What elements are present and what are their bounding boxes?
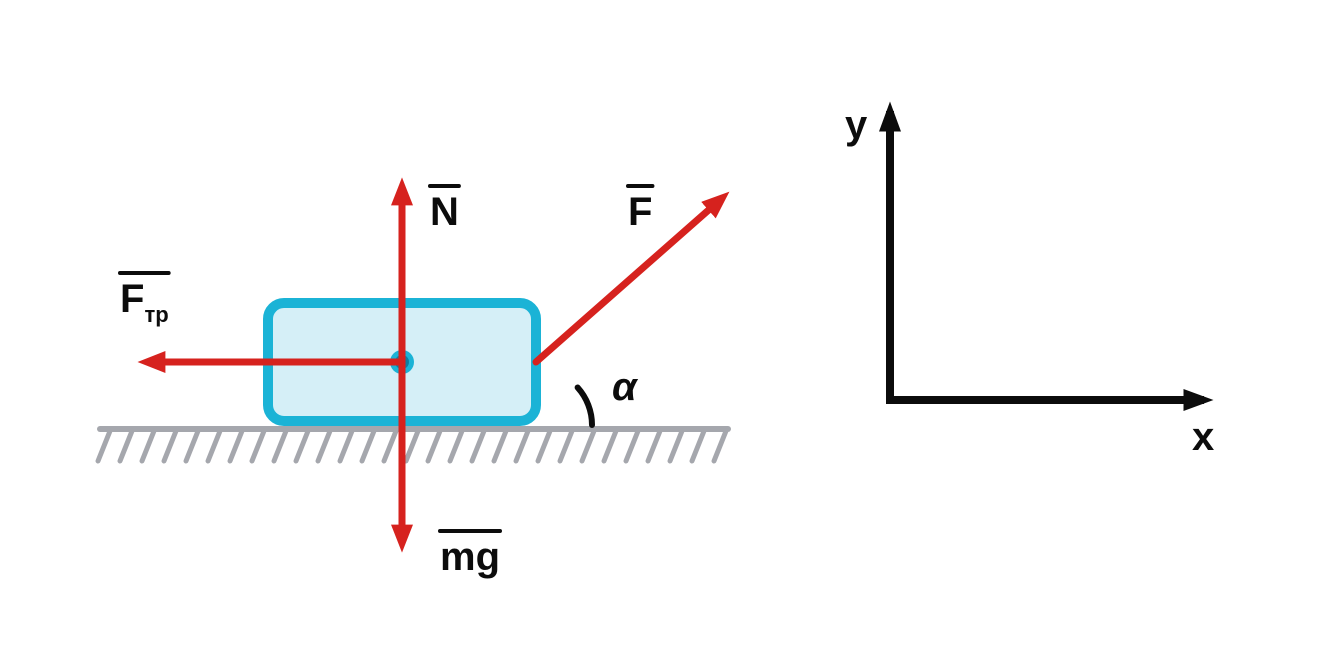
ground-hatch [494, 431, 506, 461]
ground-hatch [604, 431, 616, 461]
ground-hatch [428, 431, 440, 461]
ground-hatch [318, 431, 330, 461]
ground-hatch [714, 431, 726, 461]
ground-hatch [208, 431, 220, 461]
label-Ftr-text: Fтр [120, 277, 169, 327]
label-Ftr: Fтр [120, 273, 169, 327]
label-axis-y: y [845, 103, 868, 147]
ground-hatch [274, 431, 286, 461]
ground-hatch [560, 431, 572, 461]
ground-hatch [296, 431, 308, 461]
ground-hatch [692, 431, 704, 461]
ground-hatch [648, 431, 660, 461]
ground-hatch [626, 431, 638, 461]
ground-hatch [252, 431, 264, 461]
label-N: N [430, 186, 459, 234]
ground-hatch [362, 431, 374, 461]
ground-hatch [230, 431, 242, 461]
ground-hatch [98, 431, 110, 461]
ground-hatch [384, 431, 396, 461]
ground-hatch [406, 431, 418, 461]
label-mg-text: mg [440, 535, 500, 579]
ground-hatch [450, 431, 462, 461]
label-F-text: F [628, 190, 652, 234]
angle-arc [578, 388, 592, 425]
ground-hatch [142, 431, 154, 461]
label-F: F [628, 186, 652, 234]
label-axis-x: x [1192, 415, 1214, 459]
ground-hatch [670, 431, 682, 461]
ground-hatch [164, 431, 176, 461]
label-N-text: N [430, 190, 459, 234]
ground-hatch [340, 431, 352, 461]
ground-hatch [120, 431, 132, 461]
label-alpha: α [612, 365, 639, 409]
label-mg: mg [440, 531, 500, 579]
ground-hatch [186, 431, 198, 461]
ground-hatch [472, 431, 484, 461]
ground-hatch [582, 431, 594, 461]
ground-hatch [538, 431, 550, 461]
ground-hatch [516, 431, 528, 461]
